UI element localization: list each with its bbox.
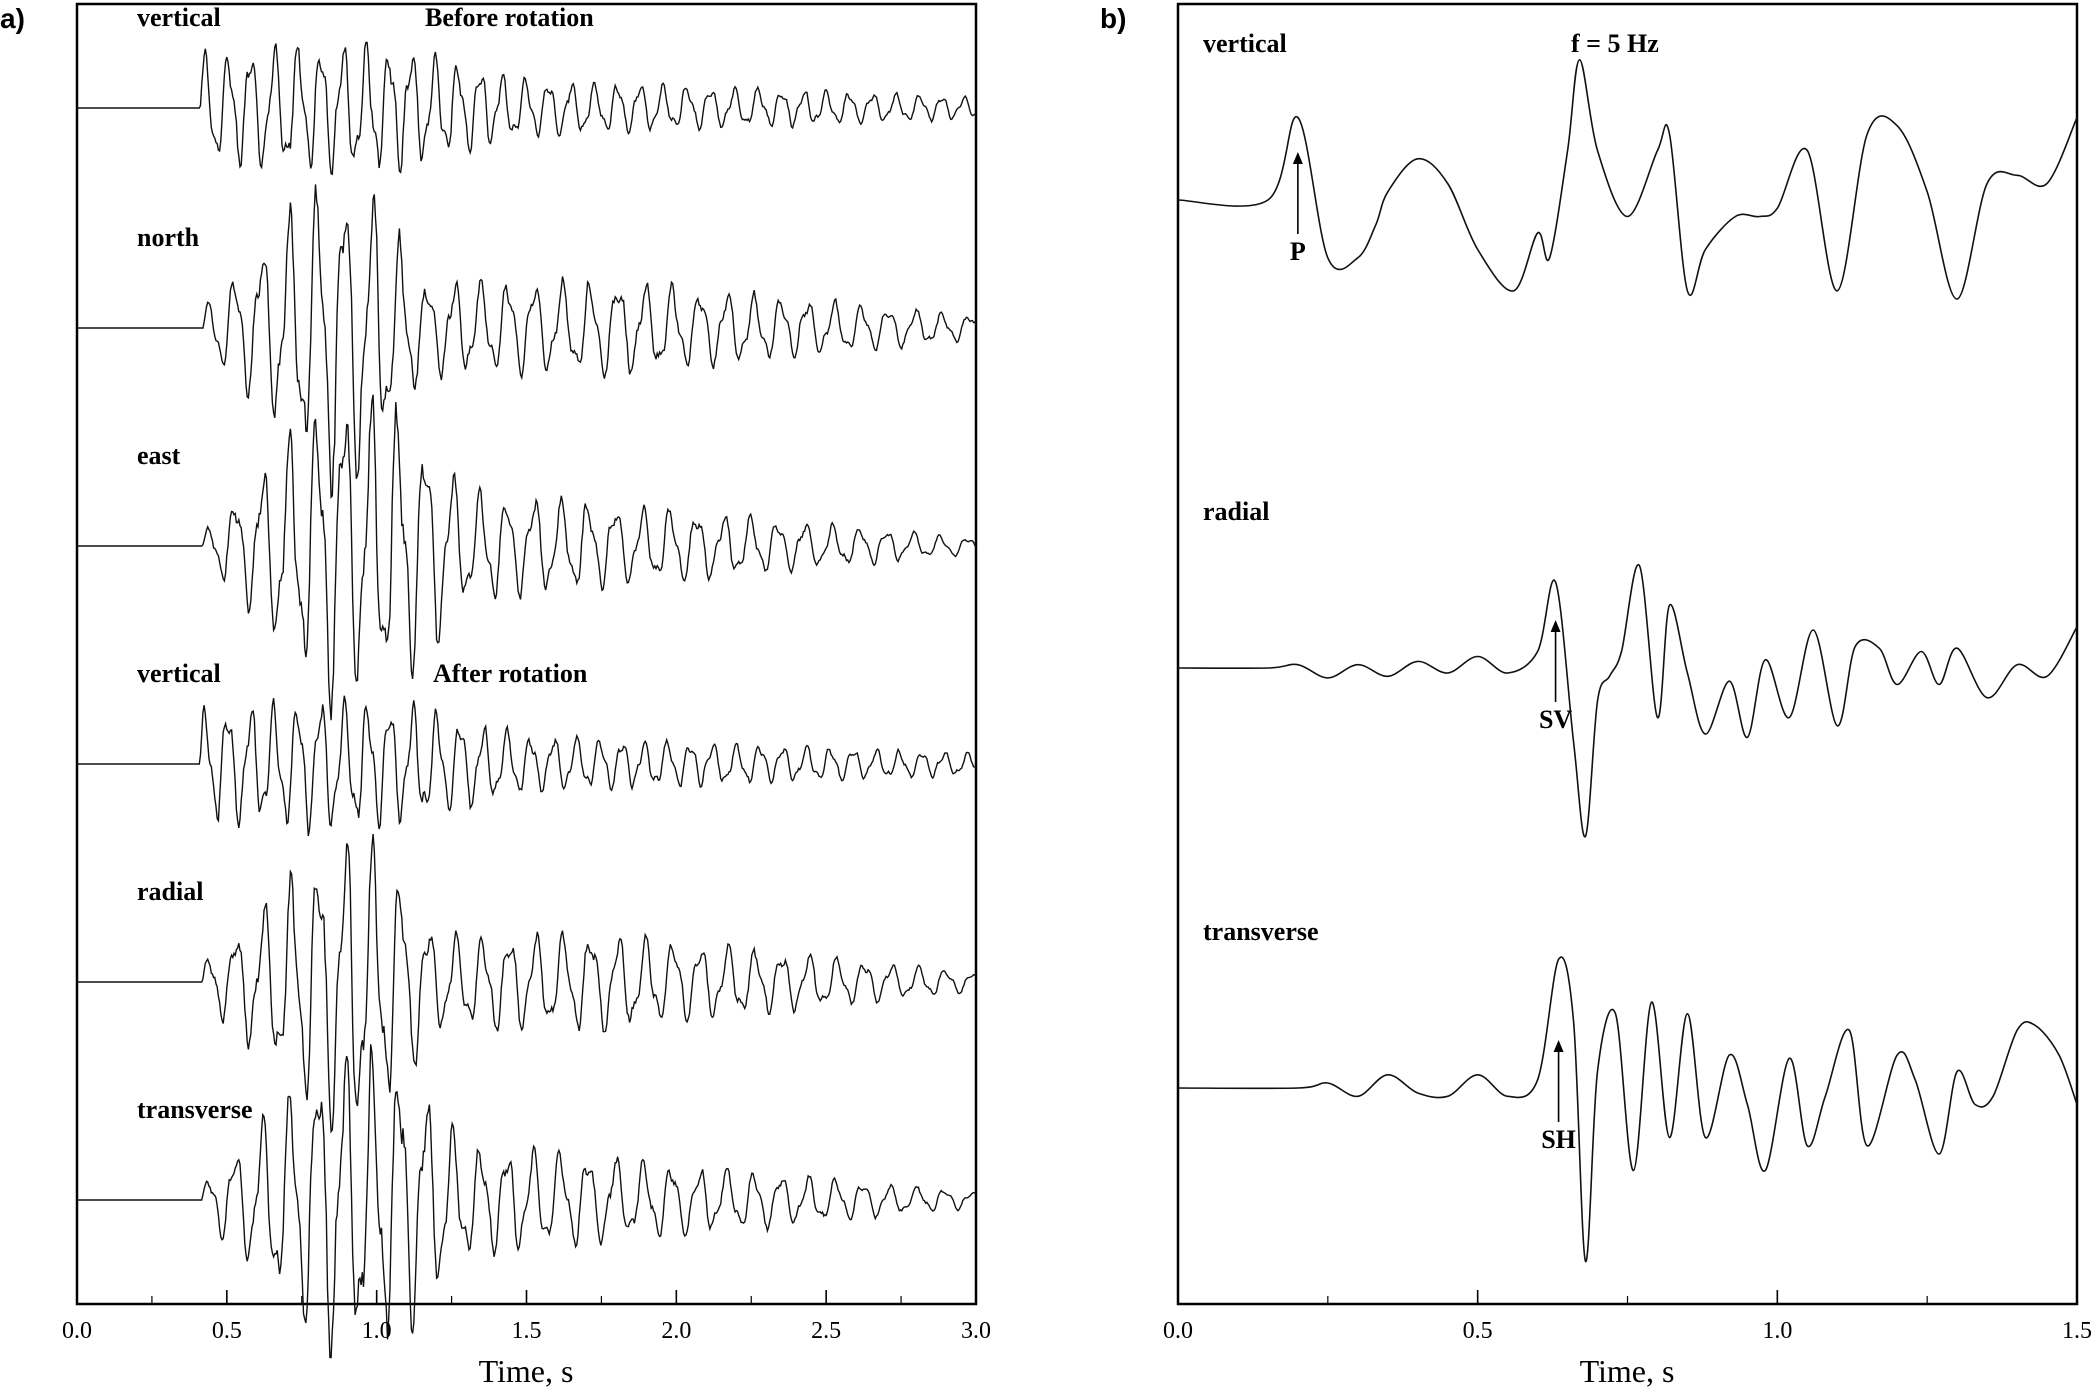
panel-a-trace-east-2 (77, 394, 977, 721)
panel-a-tick-label-0: 0.0 (62, 1318, 92, 1344)
panel-b-x-axis: 0.0 0.5 1.0 1.5 (1163, 1290, 2092, 1344)
panel-b-annotation-p: P (1290, 237, 1306, 266)
panel-a-traces (77, 41, 977, 1359)
panel-a-tick-label-5: 2.5 (811, 1318, 841, 1344)
panel-b-trace-transverse (1177, 956, 2078, 1263)
panel-a-annotation-before-rotation: Before rotation (425, 3, 594, 32)
panel-b-tick-label-1: 0.5 (1463, 1318, 1493, 1344)
panel-b-tick-label-2: 1.0 (1762, 1318, 1792, 1344)
panel-a-trace-label-transverse-5: transverse (137, 1095, 253, 1124)
panel-b-annotation-sh: SH (1541, 1125, 1576, 1154)
panel-a-x-axis: 0.0 0.5 1.0 1.5 2.0 2.5 3.0 (62, 1290, 991, 1344)
panel-a-trace-radial-4 (77, 834, 977, 1134)
panel-b-tick-label-3: 1.5 (2062, 1318, 2092, 1344)
panel-b-trace-label-vertical-0: vertical (1203, 29, 1287, 58)
panel-b-traces (1177, 58, 2078, 1263)
panel-label-a: a) (0, 3, 25, 34)
panel-a-trace-label-east-2: east (137, 441, 181, 470)
panel-b-arrowhead-p (1292, 152, 1303, 164)
panel-a-tick-label-2: 1.0 (362, 1318, 392, 1344)
panel-b-trace-labels: vertical radial transverse (1203, 29, 1319, 946)
panel-b-frame (1176, 2, 2079, 1306)
panel-b-trace-label-radial-1: radial (1203, 497, 1269, 526)
panel-b-trace-radial (1177, 564, 2078, 838)
panel-a-trace-label-radial-4: radial (137, 877, 203, 906)
panel-b-arrowhead-sh (1553, 1040, 1564, 1052)
panel-b-annotations: f = 5 Hz P SV SH (1290, 29, 1659, 1154)
panel-a-trace-label-vertical-3: vertical (137, 659, 221, 688)
panel-a-trace-north-1 (77, 184, 977, 499)
panel-a-tick-label-3: 1.5 (512, 1318, 542, 1344)
panel-a-tick-label-1: 0.5 (212, 1318, 242, 1344)
panel-a-trace-label-north-1: north (137, 223, 200, 252)
panel-a-annotation-after-rotation: After rotation (433, 659, 588, 688)
panel-b: b) vertical radial transverse f = 5 Hz P SV S… (1100, 2, 2092, 1388)
panel-a-trace-labels: vertical north east vertical radial transvers… (137, 3, 253, 1124)
panel-b-annotation-sv: SV (1539, 705, 1572, 734)
panel-b-trace-vertical (1177, 58, 2078, 300)
panel-b-trace-label-transverse-2: transverse (1203, 917, 1319, 946)
panel-a-trace-vertical-3 (77, 695, 977, 837)
panel-a-x-axis-label: Time, s (479, 1353, 574, 1388)
panel-b-x-axis-label: Time, s (1580, 1353, 1675, 1388)
panel-a-trace-transverse-5 (77, 1044, 977, 1359)
panel-a-annotations: Before rotation After rotation (425, 3, 594, 688)
panel-b-annotation-f-5-hz: f = 5 Hz (1571, 29, 1659, 58)
panel-b-tick-label-0: 0.0 (1163, 1318, 1193, 1344)
panel-a-tick-label-4: 2.0 (661, 1318, 691, 1344)
panel-a: a) vertical north east vertical radial transv… (0, 2, 991, 1388)
panel-a-trace-label-vertical-0: vertical (137, 3, 221, 32)
panel-a-tick-label-6: 3.0 (961, 1318, 991, 1344)
panel-b-arrowhead-sv (1550, 620, 1561, 632)
panel-a-trace-vertical-0 (77, 41, 977, 176)
panel-label-b: b) (1100, 3, 1126, 34)
